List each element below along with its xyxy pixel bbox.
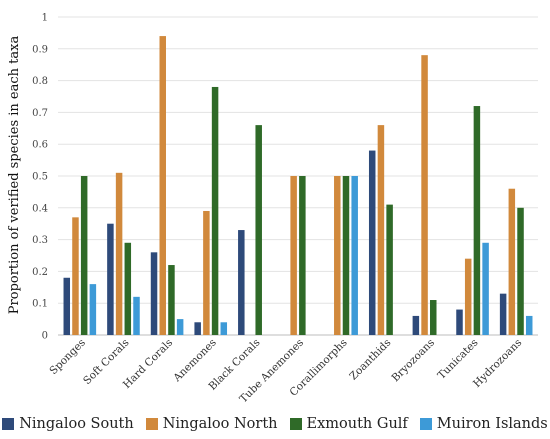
bar bbox=[464, 258, 472, 335]
legend-label: Muiron Islands bbox=[436, 416, 548, 432]
bar bbox=[482, 242, 489, 335]
bar bbox=[299, 176, 306, 335]
y-tick-label: 0.5 bbox=[32, 172, 48, 183]
bar bbox=[430, 300, 437, 335]
x-category-label: Tunicates bbox=[435, 337, 480, 382]
bar bbox=[255, 125, 262, 336]
y-tick-label: 0.3 bbox=[32, 235, 48, 246]
y-tick-label: 0.7 bbox=[32, 108, 48, 119]
legend-label: Ningaloo North bbox=[162, 416, 278, 432]
y-tick-label: 0.1 bbox=[32, 299, 48, 310]
bar bbox=[421, 55, 428, 335]
bar bbox=[194, 322, 201, 335]
legend: Ningaloo South Ningaloo North Exmouth Gulf… bbox=[0, 410, 550, 438]
bar bbox=[133, 296, 140, 335]
bar bbox=[412, 315, 420, 335]
legend-label: Exmouth Gulf bbox=[306, 416, 408, 432]
legend-item: Exmouth Gulf bbox=[289, 416, 408, 432]
legend-label: Ningaloo South bbox=[19, 416, 134, 432]
bar bbox=[63, 277, 71, 335]
bar bbox=[124, 242, 132, 335]
legend-swatch bbox=[2, 418, 15, 430]
x-category-label: Sponges bbox=[47, 337, 88, 378]
y-axis-ticks: 0 0.1 0.2 0.3 0.4 0.5 0.6 0.7 0.8 0.9 1 bbox=[32, 13, 48, 342]
bar bbox=[473, 106, 481, 335]
bars bbox=[63, 36, 533, 336]
y-tick-label: 0 bbox=[42, 331, 48, 342]
bar bbox=[168, 265, 175, 335]
legend-swatch bbox=[419, 418, 432, 430]
bar bbox=[525, 315, 533, 335]
y-tick-label: 0.4 bbox=[32, 203, 48, 214]
bar bbox=[377, 125, 385, 336]
bar bbox=[80, 176, 88, 335]
bar bbox=[508, 188, 516, 335]
legend-swatch bbox=[145, 418, 158, 430]
legend-item: Ningaloo North bbox=[145, 416, 278, 432]
y-tick-label: 0.6 bbox=[32, 140, 48, 151]
y-tick-label: 0.9 bbox=[32, 44, 48, 55]
y-tick-label: 0.8 bbox=[32, 76, 48, 87]
bar bbox=[150, 252, 158, 335]
legend-item: Ningaloo South bbox=[2, 416, 134, 432]
x-category-label: Zoanthids bbox=[347, 337, 393, 383]
x-category-label: Anemones bbox=[171, 337, 219, 385]
y-tick-label: 0.2 bbox=[32, 267, 48, 278]
bar bbox=[334, 176, 341, 335]
legend-item: Muiron Islands bbox=[419, 416, 548, 432]
bar bbox=[107, 223, 114, 335]
bar bbox=[517, 207, 524, 335]
bar bbox=[456, 309, 463, 335]
bar-chart: 0 0.1 0.2 0.3 0.4 0.5 0.6 0.7 0.8 0.9 1 SpongesSof… bbox=[7, 13, 538, 406]
bar bbox=[386, 204, 393, 335]
bar bbox=[72, 217, 79, 335]
bar bbox=[238, 230, 245, 335]
bar bbox=[368, 150, 376, 335]
bar bbox=[115, 172, 123, 335]
bar bbox=[290, 176, 297, 335]
legend-swatch bbox=[289, 418, 302, 430]
bar bbox=[220, 322, 228, 335]
bar bbox=[203, 210, 210, 335]
bar bbox=[342, 176, 350, 335]
bar bbox=[211, 86, 219, 336]
y-tick-label: 1 bbox=[42, 13, 48, 24]
bar bbox=[351, 176, 358, 335]
x-category-label: Bryozoans bbox=[389, 337, 437, 385]
bar bbox=[89, 284, 97, 335]
bar bbox=[499, 293, 507, 335]
y-axis-label: Proportion of verified species in each t… bbox=[7, 36, 22, 315]
bar bbox=[176, 319, 184, 335]
bar bbox=[159, 36, 166, 335]
